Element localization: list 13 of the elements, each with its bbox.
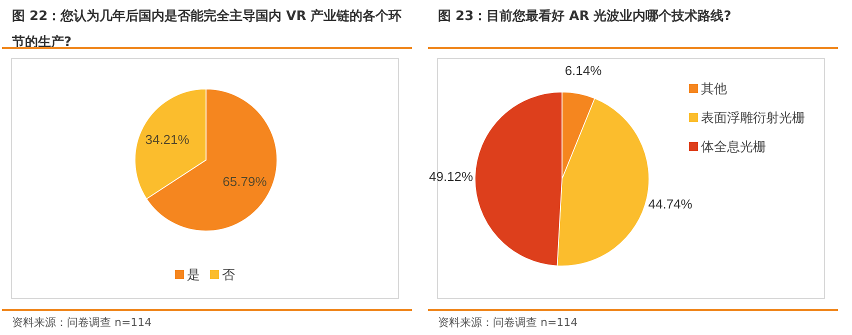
data-label: 34.21% <box>145 132 190 148</box>
legend-label: 表面浮雕衍射光栅 <box>701 111 805 126</box>
legend-label: 体全息光栅 <box>701 140 766 155</box>
data-label: 6.14% <box>564 63 602 78</box>
legend-label: 其他 <box>701 82 727 97</box>
data-label: 49.12% <box>428 168 474 184</box>
text: 资料来源：问卷调查 n=114 <box>438 315 578 330</box>
chart-title: 图 23：目前您最看好 AR 光波业内哪个技术路线? <box>438 8 732 26</box>
data-label: 65.79% <box>222 174 268 189</box>
legend-label: 否 <box>222 268 235 283</box>
legend-label: 是 <box>187 268 200 283</box>
text: 资料来源：问卷调查 n=114 <box>12 315 152 330</box>
data-label: 44.74% <box>648 196 693 212</box>
